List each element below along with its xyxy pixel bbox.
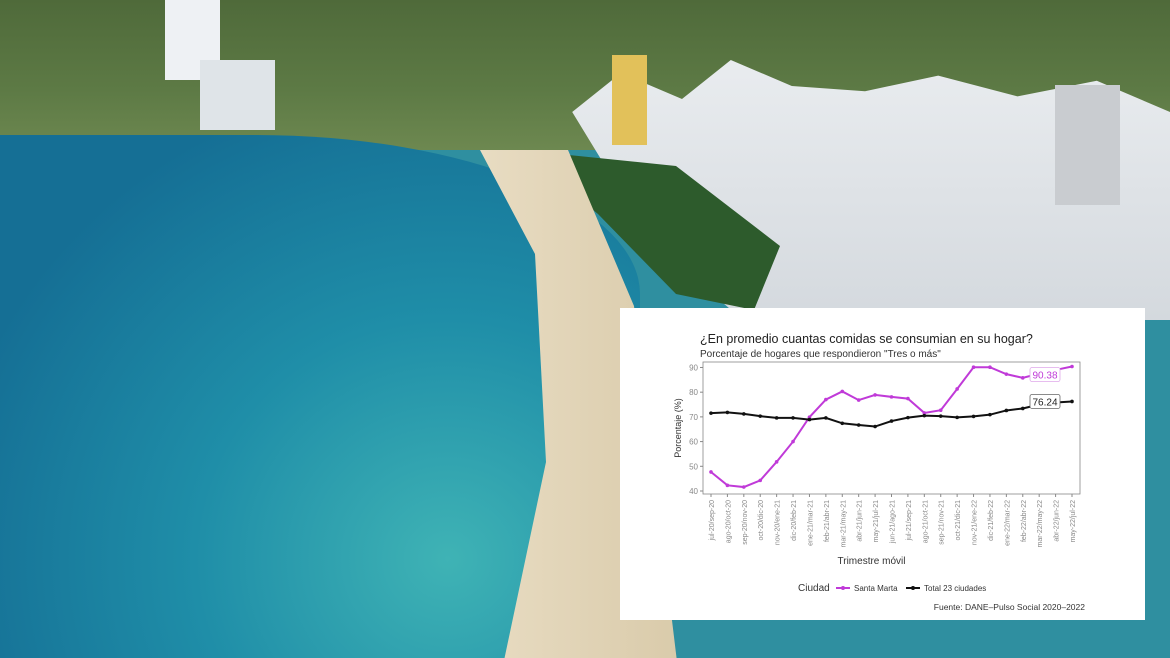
end-label: 76.24 [1032,397,1057,408]
x-tick-label: ago-20/oct-20 [725,500,732,543]
data-point [1020,406,1025,411]
tall-tower [1055,85,1120,205]
x-tick-label: nov-21/ene-22 [972,500,979,545]
x-tick-label: sep-20/nov-20 [742,500,749,545]
data-point [758,478,763,483]
data-point [1004,408,1009,413]
data-point [824,416,828,420]
x-tick-label: ene-22/mar-22 [1004,500,1011,546]
data-point [938,408,943,413]
end-label: 90.38 [1032,371,1057,382]
data-point [791,416,795,420]
x-tick-label: nov-20/ene-21 [775,500,782,545]
data-point [709,411,713,415]
x-tick-label: dic-21/feb-22 [988,500,995,541]
data-point [938,414,943,418]
x-tick-label: may-21/jul-21 [873,500,880,543]
x-tick-label: jul-21/sep-21 [906,500,913,542]
data-point [889,419,894,423]
data-point [856,423,861,427]
chart-source: Fuente: DANE–Pulso Social 2020–2022 [933,602,1085,612]
data-point [922,413,927,418]
x-tick-label: mar-22/may-22 [1037,500,1044,548]
data-point [774,416,779,420]
plot-frame [702,361,1081,495]
data-point [725,483,730,488]
data-point [742,412,746,416]
data-point [906,396,910,401]
legend-marker [841,586,845,590]
x-tick-label: dic-20/feb-21 [791,500,798,541]
data-point [988,412,992,417]
data-point [856,398,861,402]
data-point [988,365,992,370]
x-tick-label: feb-21/abr-21 [824,500,831,542]
y-tick-label: 70 [689,413,698,422]
x-tick-label: feb-22/abr-22 [1021,500,1028,542]
y-axis-label: Porcentaje (%) [673,398,683,458]
data-point [807,417,812,422]
data-point [906,415,910,420]
data-point [824,397,828,402]
data-point [1070,399,1074,404]
y-tick-label: 50 [689,462,698,471]
data-point [873,393,877,397]
data-point [840,389,845,394]
data-point [889,395,894,399]
data-point [758,414,763,418]
x-tick-label: may-22/jul-22 [1070,500,1077,543]
legend-label: Total 23 ciudades [924,584,986,593]
data-point [955,415,959,420]
data-point [742,485,746,489]
x-tick-label: ago-21/oct-21 [922,500,929,543]
y-tick-label: 40 [689,487,698,496]
data-point [955,387,959,391]
data-point [807,415,812,419]
data-point [873,424,877,429]
legend-label: Santa Marta [854,584,898,593]
x-tick-label: oct-20/dic-20 [758,500,765,541]
data-point [971,414,976,419]
end-label-box [1029,394,1061,409]
y-tick-label: 80 [689,388,698,397]
data-point [840,421,845,426]
series-line-0 [710,365,1073,489]
data-point [1070,364,1074,369]
x-tick-label: jun-21/ago-21 [890,500,897,544]
yellow-tower [612,55,647,145]
data-point [922,411,927,415]
chart-subtitle: Porcentaje de hogares que respondieron "… [700,349,941,360]
x-axis-label: Trimestre móvil [838,556,906,567]
x-tick-label: abr-22/jun-22 [1054,500,1061,542]
chart-panel: ¿En promedio cuantas comidas se consumia… [620,308,1145,620]
data-point [971,365,976,370]
hotel-wing [200,60,275,130]
legend-title: Ciudad [798,583,830,594]
y-tick-label: 90 [689,363,698,372]
x-tick-label: ene-21/mar-21 [807,500,814,546]
y-tick-label: 60 [689,438,698,447]
x-tick-label: sep-21/nov-21 [939,500,946,545]
data-point [1004,372,1009,376]
data-point [774,460,779,464]
x-tick-label: jul-20/sep-20 [709,500,716,542]
chart-title: ¿En promedio cuantas comidas se consumia… [700,332,1033,346]
x-tick-label: mar-21/may-21 [840,500,847,548]
data-point [1020,376,1025,380]
data-point [709,470,713,474]
x-tick-label: oct-21/dic-21 [955,500,962,541]
line-chart: 40 50 60 70 80 90 Porcentaje (%) jul-20/sep-20 a… [673,361,1081,594]
data-point [791,439,795,444]
legend-marker [911,586,915,590]
data-point [725,410,730,415]
end-label-box [1029,367,1061,382]
x-tick-label: abr-21/jun-21 [857,500,864,542]
